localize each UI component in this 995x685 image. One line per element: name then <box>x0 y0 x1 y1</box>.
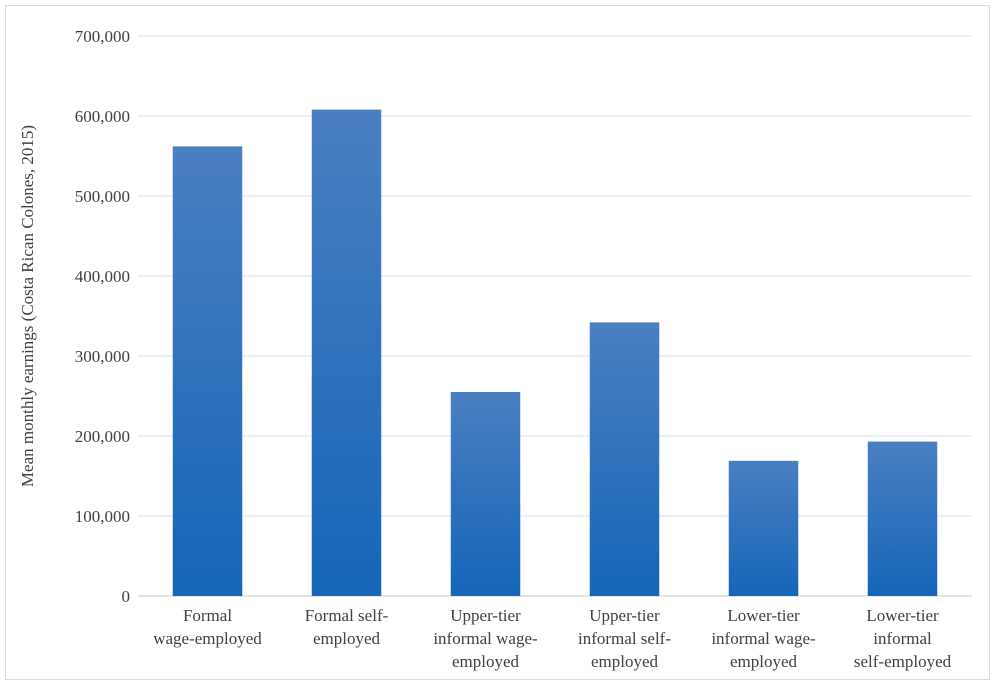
bar <box>172 146 243 596</box>
x-category-label: Formal wage-employed <box>153 606 262 648</box>
bar <box>450 392 521 596</box>
x-category-label: Lower-tier informal wage-employed <box>711 606 816 671</box>
y-tick-label: 100,000 <box>75 507 130 526</box>
x-category-label: Lower-tier informal self-employed <box>854 606 952 671</box>
bar-chart: 0 100,000 200,000 300,000 400,000 500,000 600,… <box>18 27 972 671</box>
bar <box>589 322 660 596</box>
gridlines <box>138 35 972 597</box>
x-category-label: Upper-tier informal self-employed <box>578 606 671 671</box>
y-axis-title: Mean monthly earnings (Costa Rican Colon… <box>18 125 37 487</box>
y-axis-ticks: 0 100,000 200,000 300,000 400,000 500,000 600,… <box>75 27 130 606</box>
x-category-label: Upper-tier informal wage-employed <box>433 606 538 671</box>
y-tick-label: 500,000 <box>75 187 130 206</box>
y-tick-label: 400,000 <box>75 267 130 286</box>
y-tick-label: 600,000 <box>75 107 130 126</box>
x-axis-categories: Formal wage-employed Formal self-employed U… <box>153 606 951 671</box>
y-tick-label: 0 <box>122 587 131 606</box>
y-tick-label: 300,000 <box>75 347 130 366</box>
bar <box>728 460 799 596</box>
y-tick-label: 700,000 <box>75 27 130 46</box>
chart-frame: 0 100,000 200,000 300,000 400,000 500,000 600,… <box>5 5 990 680</box>
bar <box>867 441 938 596</box>
bars <box>172 109 938 596</box>
bar <box>311 109 382 596</box>
x-category-label: Formal self-employed <box>305 606 389 648</box>
y-tick-label: 200,000 <box>75 427 130 446</box>
